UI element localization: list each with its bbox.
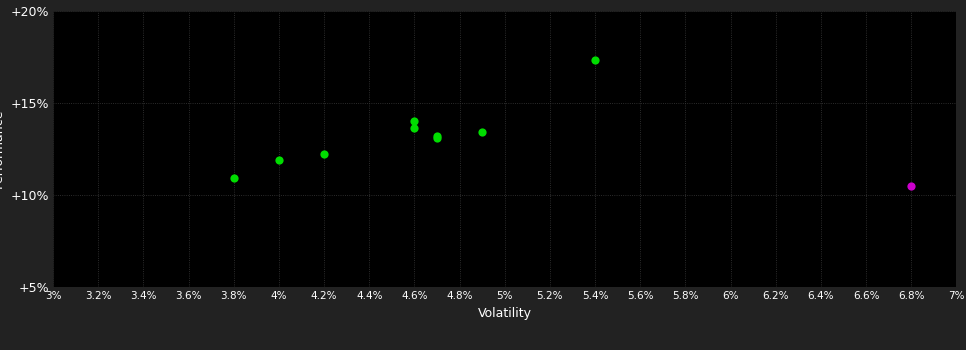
Point: [474, 130, 490, 135]
Point: [429, 133, 444, 139]
Point: [903, 183, 919, 188]
Point: [271, 157, 287, 163]
Point: [429, 135, 444, 140]
X-axis label: Volatility: Volatility: [478, 307, 531, 320]
Point: [226, 175, 242, 181]
Y-axis label: Performance: Performance: [0, 109, 5, 188]
Point: [316, 152, 332, 157]
Point: [587, 57, 603, 63]
Point: [407, 118, 422, 124]
Point: [407, 126, 422, 131]
